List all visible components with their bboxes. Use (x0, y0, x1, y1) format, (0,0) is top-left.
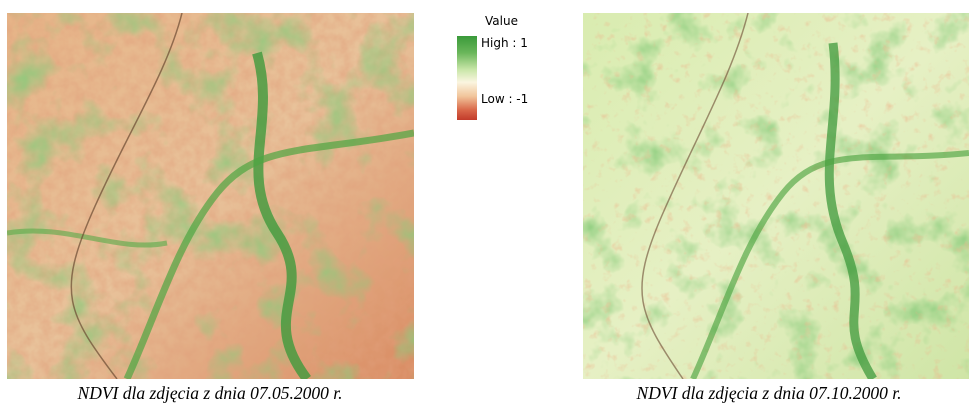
ndvi-raster-october (583, 13, 969, 379)
ndvi-map-may (7, 13, 414, 379)
legend-low-label: Low : -1 (481, 92, 529, 106)
ndvi-raster-may (7, 13, 414, 379)
legend: Value High : 1 Low : -1 (455, 14, 565, 124)
legend-color-ramp (457, 36, 477, 120)
caption-may: NDVI dla zdjęcia z dnia 07.05.2000 r. (77, 383, 343, 403)
legend-high-label: High : 1 (481, 36, 528, 50)
legend-title: Value (485, 14, 518, 28)
caption-october: NDVI dla zdjęcia z dnia 07.10.2000 r. (636, 383, 902, 403)
ndvi-map-october (583, 13, 969, 379)
